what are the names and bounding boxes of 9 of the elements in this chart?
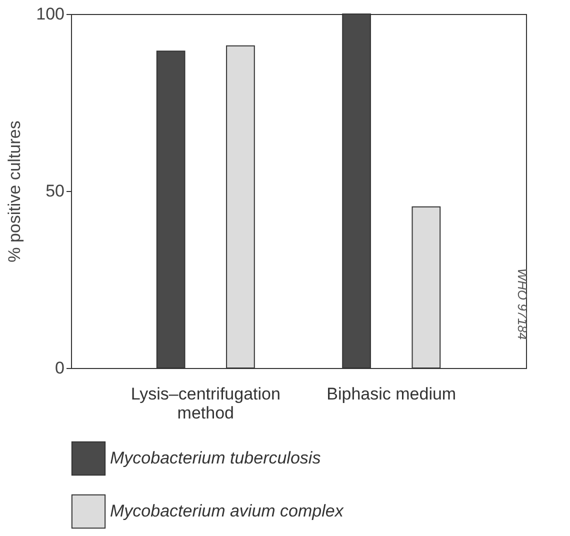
y-tick-label: 50 bbox=[46, 182, 64, 200]
y-axis-title: % positive cultures bbox=[5, 120, 24, 262]
legend-label: Mycobacterium avium complex bbox=[110, 502, 344, 520]
y-tick-label: 100 bbox=[36, 4, 64, 24]
legend-label: Mycobacterium tuberculosis bbox=[110, 448, 322, 468]
x-tick-label: Lysis–centrifugation method bbox=[130, 384, 280, 422]
x-tick-label: Biphasic medium bbox=[326, 384, 456, 404]
annotation: WHO 97184 bbox=[515, 268, 530, 340]
y-tick-label: 0 bbox=[55, 358, 64, 378]
